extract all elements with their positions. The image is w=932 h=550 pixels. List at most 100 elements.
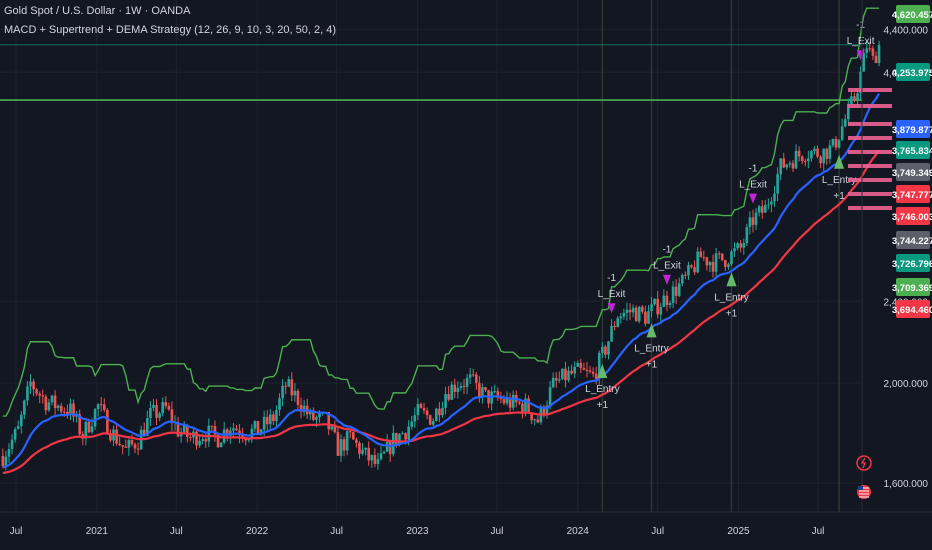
candle-body [78, 414, 81, 435]
candle-body [604, 346, 607, 355]
candle-body [668, 303, 672, 306]
candle-body [99, 404, 103, 406]
candle-body [84, 421, 88, 439]
candle-body [281, 385, 284, 399]
candle-body [773, 193, 776, 202]
order-line [848, 104, 892, 108]
candle-body [355, 439, 358, 443]
x-tick-label: 2022 [246, 526, 269, 537]
candle-body [548, 387, 552, 406]
candle-body [63, 411, 66, 413]
x-tick-label: 2024 [567, 526, 590, 537]
order-line [848, 150, 892, 154]
candle-body [871, 48, 875, 56]
entry-arrow [597, 363, 608, 378]
candle-body [204, 439, 208, 442]
candle-body [724, 260, 727, 267]
entry-label: L_Entry [714, 292, 748, 303]
candle-body [680, 274, 684, 284]
candle-body [410, 421, 414, 427]
candle-body [545, 405, 549, 415]
candle-body [345, 431, 349, 451]
candle-body [404, 433, 407, 440]
candle-body [391, 432, 395, 455]
lightning-icon[interactable] [856, 455, 872, 471]
candle-body [256, 421, 260, 435]
candle-body [413, 415, 417, 422]
candle-body [631, 307, 635, 313]
candle-body [262, 416, 266, 430]
candle-body [619, 316, 623, 319]
candle-body [167, 405, 171, 410]
candle-body [195, 431, 198, 446]
candle-body [44, 396, 48, 411]
candle-body [23, 400, 26, 415]
candle-body [468, 374, 472, 378]
candle-body [207, 425, 211, 442]
candle-body [435, 408, 438, 421]
x-tick-label: Jul [330, 526, 343, 537]
candle-body [253, 421, 257, 429]
candle-body [677, 283, 681, 296]
candle-body [625, 309, 629, 313]
strategy-legend[interactable]: MACD + Supertrend + DEMA Strategy (12, 2… [4, 24, 337, 36]
candle-body [594, 373, 598, 380]
candle-body [567, 370, 570, 381]
exit-qty: -1 [662, 245, 671, 256]
candle-body [671, 286, 675, 304]
entry-arrow [646, 323, 657, 338]
candle-body [124, 446, 128, 448]
candle-body [327, 412, 331, 430]
candle-body [382, 451, 386, 454]
price-label-box [896, 207, 930, 225]
candle-body [170, 409, 174, 424]
candle-body [401, 433, 404, 435]
candle-body [336, 432, 340, 456]
candle-body [348, 431, 352, 433]
candle-body [813, 148, 816, 152]
candle-body [776, 174, 779, 194]
candle-body [109, 434, 112, 441]
candle-body [822, 148, 826, 164]
candle-body [278, 398, 281, 410]
candle-body [760, 206, 764, 213]
supertrend-line [2, 7, 880, 417]
candle-body [561, 368, 564, 380]
candle-body [647, 311, 650, 324]
exit-label: L_Exit [847, 36, 875, 47]
price-label-box [896, 278, 930, 296]
order-line [848, 206, 892, 210]
price-label-text: 3,765.834 [892, 146, 932, 157]
price-label-box [896, 300, 930, 318]
candle-body [730, 251, 733, 265]
candle-body [152, 405, 155, 408]
candle-body [250, 428, 254, 439]
dema-slow-line [2, 149, 880, 474]
candle-body [644, 311, 647, 324]
price-label-text: 3,746.003 [892, 212, 932, 223]
candle-body [828, 145, 832, 159]
candle-body [444, 394, 447, 408]
candle-body [4, 456, 8, 467]
candle-body [693, 267, 696, 273]
candle-body [533, 419, 537, 421]
candle-body [370, 455, 374, 461]
candle-body [862, 52, 865, 72]
candle-body [438, 408, 441, 416]
candle-body [312, 410, 315, 420]
entry-arrow [726, 272, 737, 287]
candle-body [622, 312, 626, 317]
y-tick-label: 4,400.000 [884, 26, 929, 37]
candle-body [579, 362, 583, 369]
candle-body [308, 410, 312, 415]
candle-body [330, 426, 334, 430]
candle-body [302, 405, 306, 412]
price-label-text: 3,747.777 [892, 190, 932, 201]
candle-body [803, 160, 807, 162]
candle-body [570, 370, 573, 374]
candle-body [733, 248, 736, 252]
candle-body [210, 425, 214, 427]
candle-body [247, 438, 251, 441]
candle-body [453, 384, 457, 392]
